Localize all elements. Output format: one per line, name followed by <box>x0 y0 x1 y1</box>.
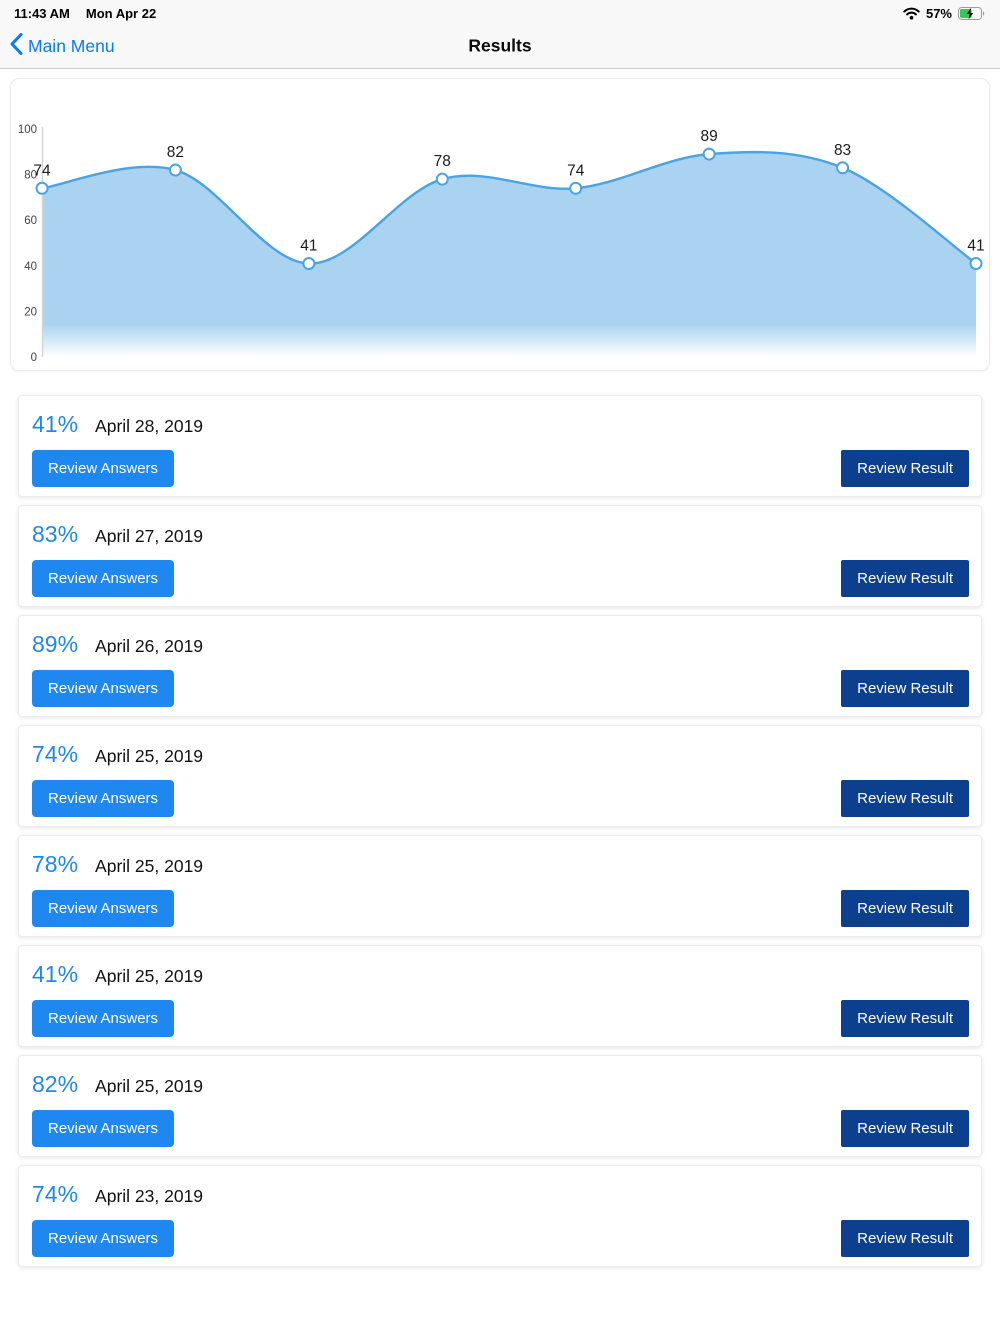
svg-text:89: 89 <box>701 128 718 145</box>
score-chart-card: 0 20 40 60 80 100 74 82 41 78 74 89 83 41 <box>10 78 990 371</box>
score-percent: 89% <box>32 631 79 657</box>
top-chrome: 11:43 AM Mon Apr 22 57% <box>0 0 1000 69</box>
svg-text:80: 80 <box>24 170 37 182</box>
svg-text:0: 0 <box>31 352 37 364</box>
score-percent: 78% <box>32 851 79 877</box>
svg-text:20: 20 <box>24 306 37 318</box>
result-date: April 27, 2019 <box>95 526 204 546</box>
svg-text:41: 41 <box>300 238 317 255</box>
status-date: Mon Apr 22 <box>85 5 157 21</box>
result-card: 74% April 23, 2019 Review Answers Review… <box>18 1165 982 1267</box>
back-main-menu-button[interactable]: Main Menu <box>10 24 115 68</box>
result-card: 74% April 25, 2019 Review Answers Review… <box>18 725 982 827</box>
score-percent: 41% <box>32 411 79 437</box>
review-result-button[interactable]: Review Result <box>841 780 969 817</box>
back-button-label: Main Menu <box>28 35 115 56</box>
svg-text:83: 83 <box>834 142 851 159</box>
score-percent: 83% <box>32 521 79 547</box>
review-answers-button[interactable]: Review Answers <box>32 560 175 597</box>
review-answers-button[interactable]: Review Answers <box>32 780 175 817</box>
result-date: April 25, 2019 <box>95 966 204 986</box>
review-result-button[interactable]: Review Result <box>841 670 969 707</box>
result-date: April 25, 2019 <box>95 856 204 876</box>
nav-bar: Main Menu Results <box>0 24 1000 68</box>
svg-text:82: 82 <box>167 144 184 161</box>
result-card: 41% April 25, 2019 Review Answers Review… <box>18 945 982 1047</box>
page-title: Results <box>468 35 532 56</box>
result-card: 41% April 28, 2019 Review Answers Review… <box>18 395 982 497</box>
result-date: April 25, 2019 <box>95 746 204 766</box>
result-date: April 25, 2019 <box>95 1076 204 1096</box>
results-list: 41% April 28, 2019 Review Answers Review… <box>0 371 1000 1267</box>
result-card: 78% April 25, 2019 Review Answers Review… <box>18 835 982 937</box>
svg-text:78: 78 <box>434 153 451 170</box>
svg-text:41: 41 <box>967 238 984 255</box>
status-bar: 11:43 AM Mon Apr 22 57% <box>0 0 1000 24</box>
review-answers-button[interactable]: Review Answers <box>32 1220 175 1257</box>
battery-charging-icon <box>958 6 986 20</box>
status-time: 11:43 AM <box>14 5 70 21</box>
review-answers-button[interactable]: Review Answers <box>32 670 175 707</box>
review-answers-button[interactable]: Review Answers <box>32 890 175 927</box>
svg-text:100: 100 <box>18 124 37 136</box>
review-answers-button[interactable]: Review Answers <box>32 1110 175 1147</box>
svg-text:60: 60 <box>24 215 37 227</box>
result-card: 82% April 25, 2019 Review Answers Review… <box>18 1055 982 1157</box>
wifi-icon <box>903 7 920 20</box>
review-result-button[interactable]: Review Result <box>841 1220 969 1257</box>
score-percent: 74% <box>32 741 79 767</box>
review-result-button[interactable]: Review Result <box>841 560 969 597</box>
review-result-button[interactable]: Review Result <box>841 450 969 487</box>
score-percent: 41% <box>32 961 79 987</box>
review-result-button[interactable]: Review Result <box>841 1000 969 1037</box>
result-date: April 23, 2019 <box>95 1186 204 1206</box>
result-card: 83% April 27, 2019 Review Answers Review… <box>18 505 982 607</box>
result-date: April 28, 2019 <box>95 416 204 436</box>
review-result-button[interactable]: Review Result <box>841 1110 969 1147</box>
result-card: 89% April 26, 2019 Review Answers Review… <box>18 615 982 717</box>
review-result-button[interactable]: Review Result <box>841 890 969 927</box>
svg-text:74: 74 <box>33 162 51 179</box>
review-answers-button[interactable]: Review Answers <box>32 1000 175 1037</box>
svg-text:40: 40 <box>24 261 37 273</box>
score-percent: 82% <box>32 1071 79 1097</box>
score-percent: 74% <box>32 1181 79 1207</box>
back-chevron-icon <box>10 32 23 60</box>
score-area-chart: 0 20 40 60 80 100 74 82 41 78 74 89 83 41 <box>18 124 985 364</box>
review-answers-button[interactable]: Review Answers <box>32 450 175 487</box>
result-date: April 26, 2019 <box>95 636 204 656</box>
svg-text:74: 74 <box>567 162 585 179</box>
battery-percent-label: 57% <box>925 5 952 21</box>
